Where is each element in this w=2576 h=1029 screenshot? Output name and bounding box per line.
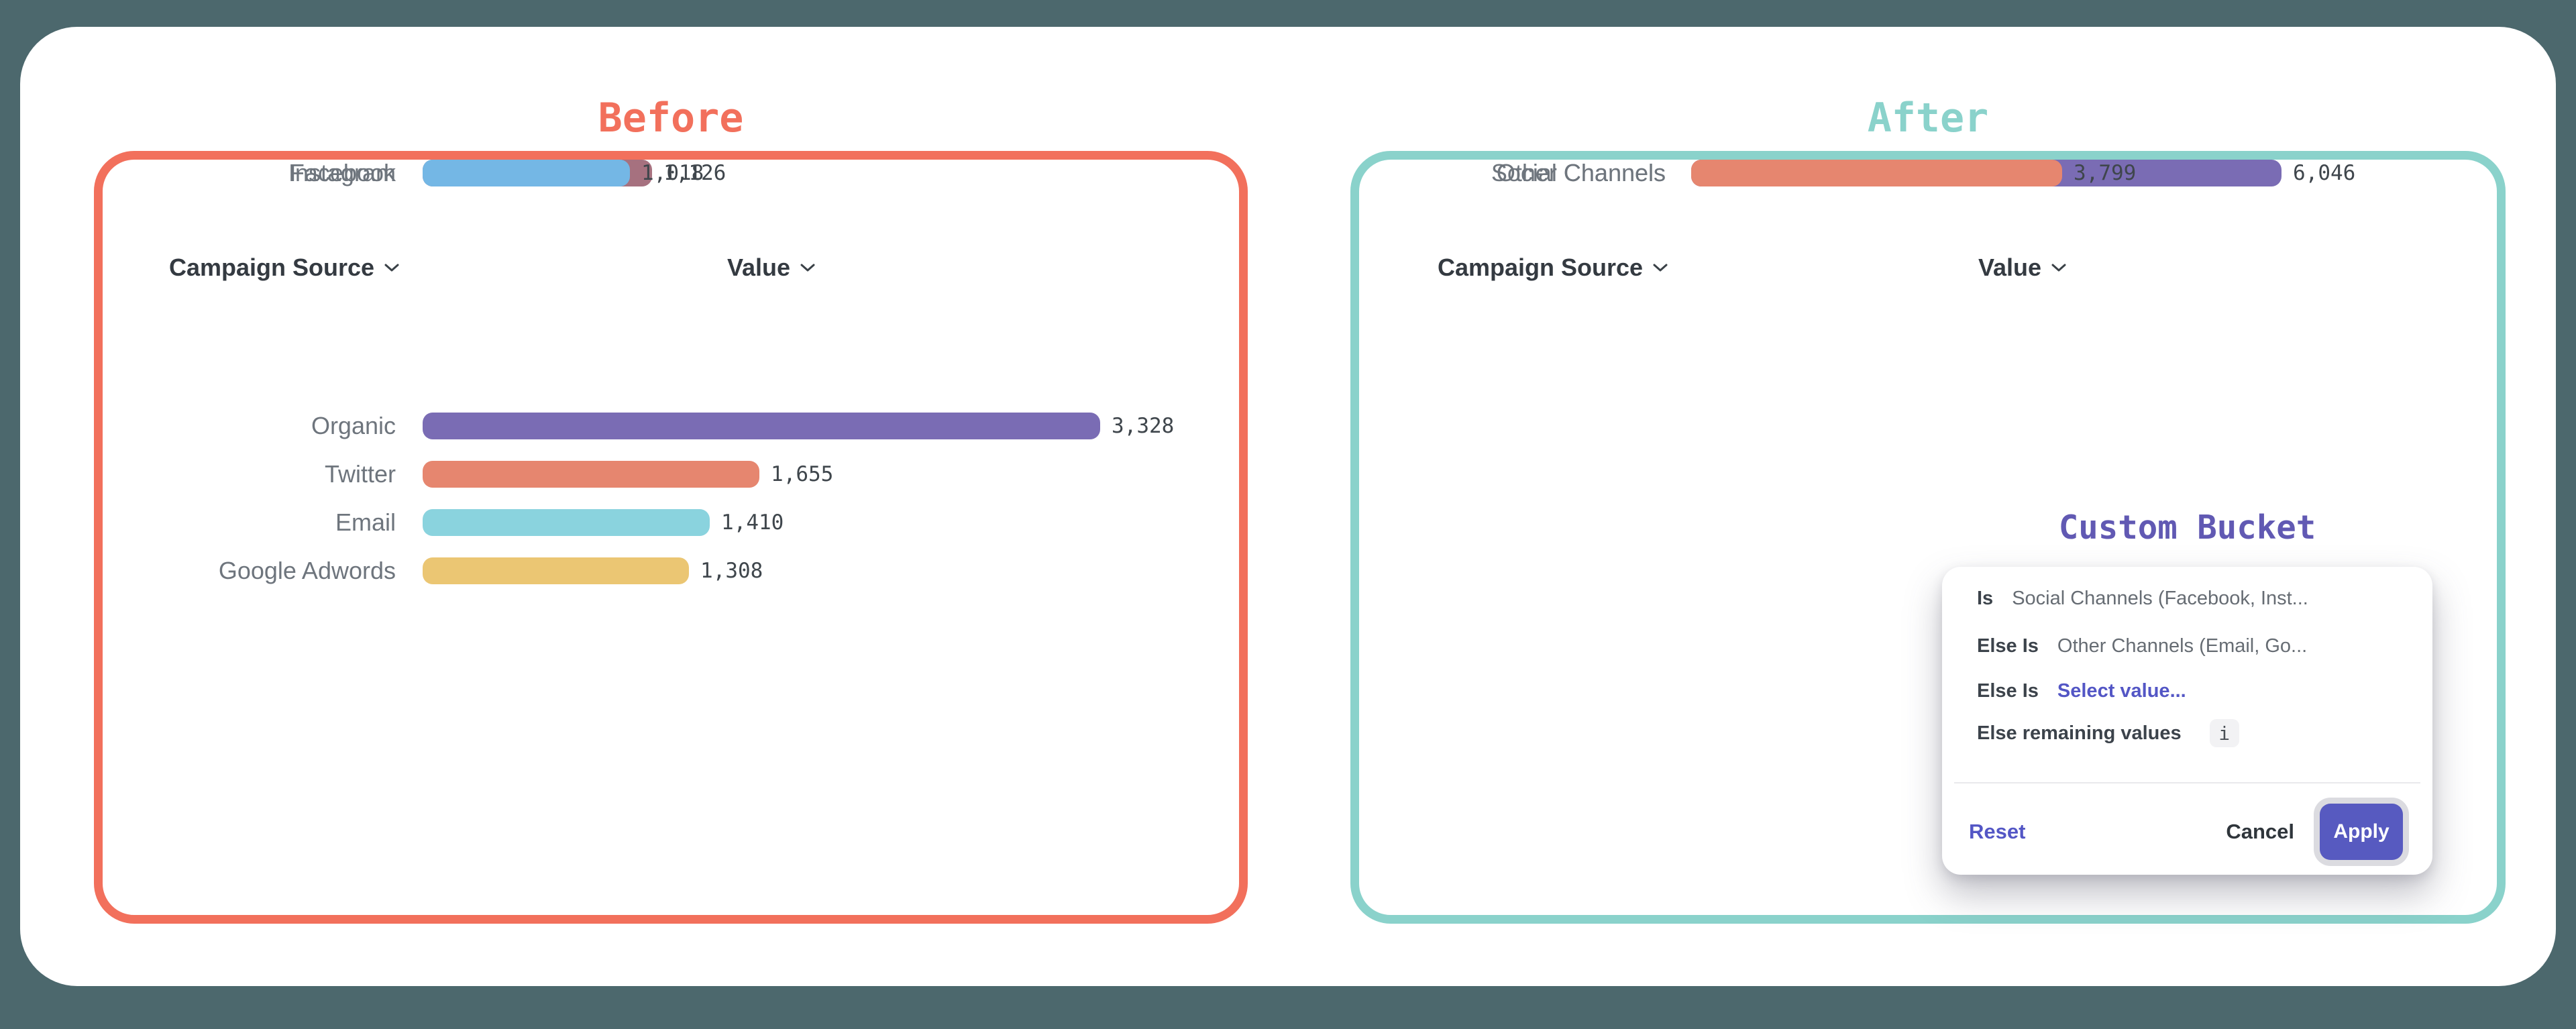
chevron-down-icon [2051,264,2066,272]
value-bar [423,160,630,186]
table-row: Twitter 1,655 [103,460,1226,488]
rule-label: Else Is [1977,635,2039,657]
after-title: After [1867,95,1989,142]
dialog-divider [1954,782,2420,783]
value-header-label: Value [1978,254,2042,281]
rule-label: Else Is [1977,680,2039,702]
value-bar [423,557,689,584]
row-value: 3,328 [1112,414,1175,438]
chevron-down-icon [384,264,399,272]
chevron-down-icon [1653,264,1668,272]
apply-button[interactable]: Apply [2320,804,2403,860]
custom-bucket-dialog: Is Social Channels (Facebook, Inst... El… [1942,567,2432,875]
custom-bucket-title: Custom Bucket [2058,508,2316,547]
before-panel: Campaign Source Value Organic 3,328 Twit… [94,151,1248,924]
info-icon[interactable]: i [2209,719,2239,747]
value-header-label: Value [727,254,791,281]
select-value-link[interactable]: Select value... [2057,680,2186,702]
row-value: 1,410 [721,510,784,535]
table-row: Organic 3,328 [103,412,1226,439]
bucket-rule: Else Is Other Channels (Email, Go... [1977,633,2408,659]
rule-value-field[interactable]: Social Channels (Facebook, Inst... [2012,587,2308,609]
bucket-rule: Is Social Channels (Facebook, Inst... [1977,585,2408,612]
bucket-rule: Else Is Select value... [1977,678,2408,704]
rule-label: Is [1977,587,1994,609]
row-value: 1,126 [663,161,727,185]
bucket-rule: Else remaining values i [1977,719,2408,747]
before-title: Before [598,95,744,142]
value-header[interactable]: Value [661,254,882,282]
rule-label: Else remaining values [1977,722,2182,744]
row-value: 3,799 [2074,161,2137,185]
campaign-source-header[interactable]: Campaign Source [169,254,400,282]
row-value: 6,046 [2293,161,2356,185]
value-bar [423,461,759,488]
row-label: Social Channels [1491,159,1666,186]
row-label: Facebook [289,159,396,186]
chevron-down-icon [800,264,815,272]
value-header[interactable]: Value [1912,254,2133,282]
campaign-source-header-label: Campaign Source [169,254,375,281]
row-label: Instagram [288,159,396,186]
campaign-source-header-label: Campaign Source [1438,254,1644,281]
row-label: Email [335,508,396,536]
cancel-button[interactable]: Cancel [2226,820,2294,843]
row-value: 1,018 [641,161,704,185]
rule-value-field[interactable]: Other Channels (Email, Go... [2057,635,2308,657]
value-bar [1691,160,2062,186]
row-value: 1,308 [700,559,763,583]
row-label: Google Adwords [218,557,396,584]
campaign-source-header[interactable]: Campaign Source [1438,254,1668,282]
content-card: Before After Campaign Source Value Organ… [20,27,2556,986]
reset-button[interactable]: Reset [1969,820,2026,843]
value-bar [423,413,1100,439]
row-label: Twitter [324,460,396,488]
dialog-footer: Reset Cancel Apply [1969,802,2403,862]
table-row: Instagram 1,018 [103,159,1226,186]
table-row: Social Channels 3,799 [1359,159,2483,186]
row-label: Other Channels [1496,159,1666,186]
row-value: 1,655 [771,462,834,486]
table-row: Google Adwords 1,308 [103,557,1226,584]
row-label: Organic [311,412,396,439]
table-row: Email 1,410 [103,508,1226,536]
value-bar [423,509,710,536]
